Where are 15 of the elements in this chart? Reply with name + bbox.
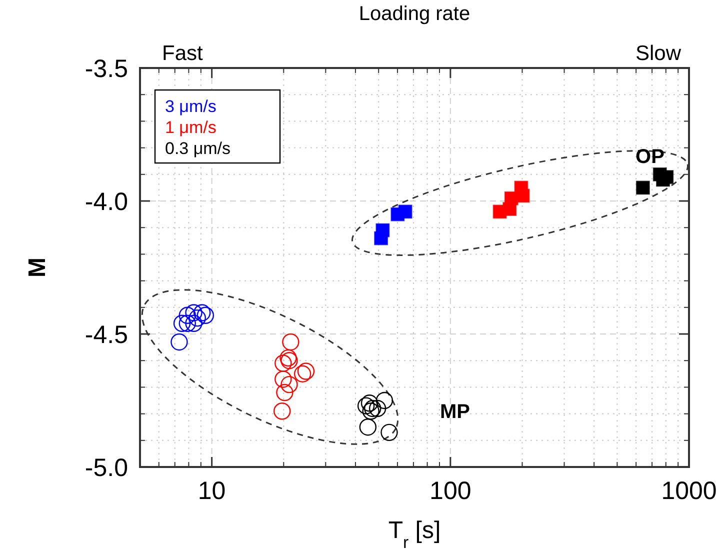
x-tick-label: 1000 (661, 477, 717, 505)
annotation: MP (440, 401, 470, 423)
y-tick-label: -3.5 (84, 55, 128, 83)
text: Fast (162, 42, 204, 65)
x-axis-title: T$_{r}$ [s] (388, 517, 441, 552)
y-tick-label: -4.5 (84, 321, 128, 349)
x2-axis-title: Loading rate (358, 3, 470, 25)
text: Slow (635, 42, 682, 65)
x-tick-label: 10 (198, 477, 226, 505)
annotation: OP (636, 146, 664, 168)
legend: 3 μm/s 1 μm/s 0.3 μm/s (154, 89, 281, 164)
x-tick-label: 100 (430, 477, 472, 505)
y-axis-title: M (24, 258, 51, 278)
y-tick-label: -4.0 (84, 188, 128, 216)
y-tick-label: -5.0 (84, 454, 128, 482)
